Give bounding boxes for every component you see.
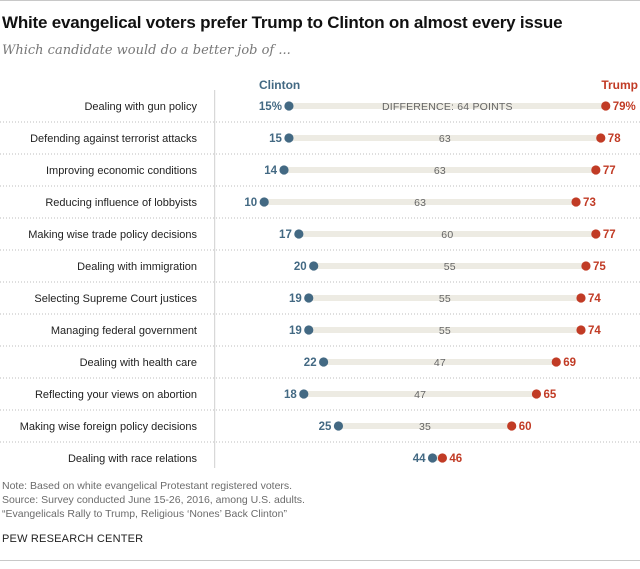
clinton-value-label: 15	[269, 133, 282, 145]
trump-dot	[576, 293, 586, 303]
clinton-dot	[284, 133, 294, 143]
clinton-value-label: 22	[304, 357, 317, 369]
difference-label: 63	[434, 165, 446, 177]
source-organization: PEW RESEARCH CENTER	[2, 533, 144, 545]
trump-value-label: 74	[588, 293, 601, 305]
dot-plot-chart: Clinton Trump Dealing with gun policy DIFFE…	[0, 78, 640, 468]
legend-clinton: Clinton	[259, 78, 300, 92]
trump-value-label: 78	[608, 133, 621, 145]
category-label: Making wise foreign policy decisions	[20, 421, 198, 433]
category-label: Making wise trade policy decisions	[28, 229, 197, 241]
clinton-dot	[284, 101, 294, 111]
trump-dot	[571, 197, 581, 207]
trump-dot	[591, 165, 601, 175]
category-label: Reflecting your views on abortion	[35, 389, 197, 401]
trump-value-label: 75	[593, 261, 606, 273]
chart-subtitle: Which candidate would do a better job of…	[2, 43, 291, 58]
notes: Note: Based on white evangelical Protest…	[2, 479, 305, 521]
clinton-value-label: 18	[284, 389, 297, 401]
category-label: Dealing with gun policy	[84, 101, 197, 113]
difference-label: 60	[441, 229, 453, 241]
chart-title: White evangelical voters prefer Trump to…	[2, 13, 563, 32]
trump-dot	[581, 261, 591, 271]
trump-value-label: 69	[563, 357, 576, 369]
note-text: Note: Based on white evangelical Protest…	[2, 480, 293, 492]
trump-dot	[591, 229, 601, 239]
trump-dot	[531, 389, 542, 399]
category-label: Dealing with immigration	[77, 261, 197, 273]
difference-label: 47	[434, 357, 446, 369]
trump-value-label: 79%	[613, 101, 636, 113]
category-label: Improving economic conditions	[46, 165, 198, 177]
clinton-dot	[299, 389, 309, 399]
difference-label: 63	[439, 133, 451, 145]
trump-value-label: 73	[583, 197, 596, 209]
difference-label: 55	[439, 293, 451, 305]
clinton-dot	[279, 165, 289, 175]
clinton-value-label: 20	[294, 261, 307, 273]
category-label: Reducing influence of lobbyists	[45, 197, 197, 209]
clinton-dot	[304, 325, 314, 335]
category-label: Dealing with race relations	[68, 453, 198, 465]
clinton-value-label: 14	[264, 165, 277, 177]
clinton-dot	[309, 261, 319, 271]
clinton-value-label: 19	[289, 293, 302, 305]
trump-value-label: 74	[588, 325, 601, 337]
category-label: Managing federal government	[51, 325, 197, 337]
trump-dot	[551, 357, 561, 367]
clinton-dot	[304, 293, 314, 303]
clinton-dot	[333, 421, 344, 431]
clinton-value-label: 44	[413, 453, 426, 465]
difference-label: 55	[444, 261, 456, 273]
category-label: Selecting Supreme Court justices	[34, 293, 197, 305]
difference-label: 55	[439, 325, 451, 337]
bottom-rule	[0, 560, 640, 561]
trump-dot	[596, 133, 606, 143]
clinton-value-label: 17	[279, 229, 292, 241]
top-rule	[0, 0, 640, 1]
difference-label: 47	[414, 389, 426, 401]
category-label: Dealing with health care	[80, 357, 197, 369]
trump-value-label: 77	[603, 229, 616, 241]
category-label: Defending against terrorist attacks	[30, 133, 197, 145]
clinton-dot	[259, 197, 269, 207]
trump-dot	[576, 325, 586, 335]
source-text: Source: Survey conducted June 15-26, 201…	[2, 494, 305, 506]
trump-value-label: 65	[543, 389, 556, 401]
trump-dot	[507, 421, 517, 431]
clinton-dot	[319, 357, 329, 367]
trump-dot	[601, 101, 611, 111]
clinton-value-label: 15%	[259, 101, 282, 113]
trump-value-label: 46	[449, 453, 462, 465]
trump-value-label: 77	[603, 165, 616, 177]
clinton-dot	[427, 453, 438, 463]
clinton-value-label: 19	[289, 325, 302, 337]
report-title: “Evangelicals Rally to Trump, Religious …	[2, 508, 287, 520]
clinton-value-label: 10	[244, 197, 257, 209]
difference-label: 63	[414, 197, 426, 209]
trump-dot	[437, 453, 447, 463]
difference-label: 35	[419, 421, 431, 433]
clinton-value-label: 25	[319, 421, 332, 433]
legend-trump: Trump	[601, 78, 638, 92]
clinton-dot	[294, 229, 304, 239]
trump-value-label: 60	[519, 421, 532, 433]
difference-label: DIFFERENCE: 64 POINTS	[382, 101, 513, 113]
